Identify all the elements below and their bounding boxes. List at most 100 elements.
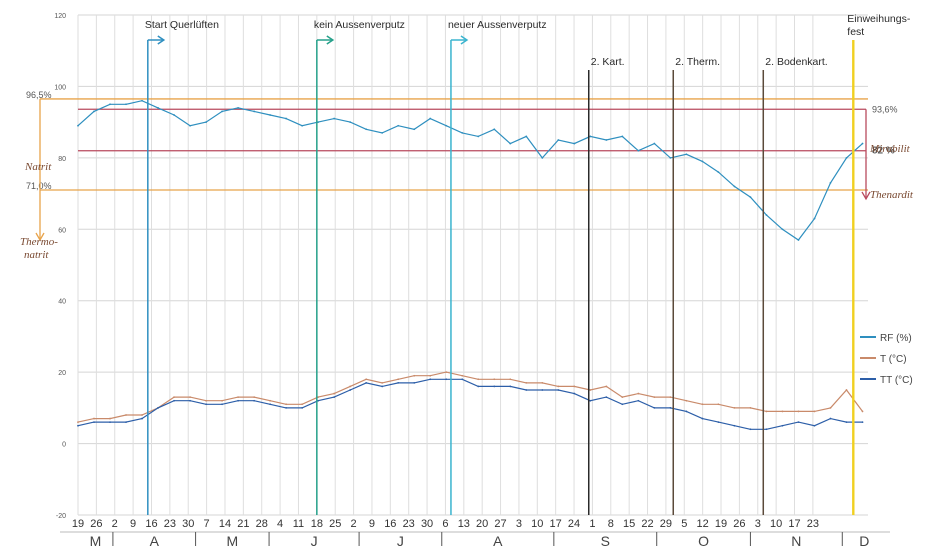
event-label-line2: fest xyxy=(847,26,864,38)
event-label: kein Aussenverputz xyxy=(314,19,405,31)
series-point xyxy=(589,389,592,391)
x-tick-label: 27 xyxy=(494,518,506,530)
series-point xyxy=(717,421,720,424)
series-point xyxy=(397,381,400,384)
label-natrit: Natrit xyxy=(24,161,52,173)
label-mirabilit: Mirabilit xyxy=(869,143,911,155)
month-label: A xyxy=(493,533,503,546)
series-point xyxy=(509,142,512,145)
series-point xyxy=(445,371,448,374)
series-point xyxy=(685,410,688,413)
series-point xyxy=(333,117,336,120)
series-point xyxy=(237,396,239,399)
series-point xyxy=(333,392,336,395)
series-point xyxy=(333,396,336,399)
x-tick-label: 16 xyxy=(145,518,157,530)
y-axis-tick-labels: -20 0 20 40 60 80 100 120 xyxy=(54,13,66,520)
label-thenardit: Thenardit xyxy=(870,189,914,201)
series-point xyxy=(525,135,528,138)
series-point xyxy=(285,406,288,409)
series-point xyxy=(365,378,368,381)
series-point xyxy=(77,124,79,127)
x-tick-label: 14 xyxy=(219,518,231,530)
month-label: M xyxy=(90,533,102,546)
series-point xyxy=(413,128,416,131)
y-tick-label: 120 xyxy=(54,13,66,20)
series-point xyxy=(701,417,704,420)
series-point xyxy=(861,410,864,413)
x-tick-label: 18 xyxy=(311,518,323,530)
series-point xyxy=(301,403,304,406)
x-tick-label: 2 xyxy=(351,518,357,530)
x-tick-label: 24 xyxy=(568,518,580,530)
series-point xyxy=(541,156,544,159)
series-point xyxy=(125,421,127,424)
legend-label: TT (°C) xyxy=(880,375,913,386)
series-point xyxy=(269,399,272,402)
series-point xyxy=(141,417,143,420)
series-point xyxy=(205,403,207,406)
x-tick-label: 16 xyxy=(384,518,396,530)
series-point xyxy=(461,131,464,134)
series-point xyxy=(733,406,736,409)
month-label: S xyxy=(601,533,610,546)
series-point xyxy=(397,124,400,127)
x-tick-label: 25 xyxy=(329,518,341,530)
series-point xyxy=(93,421,95,424)
series-point xyxy=(173,399,175,402)
series-point xyxy=(861,142,864,145)
series-point xyxy=(781,410,784,413)
series-point xyxy=(77,421,79,424)
event-arrowhead xyxy=(326,35,335,45)
x-tick-label: 30 xyxy=(182,518,194,530)
series-point xyxy=(253,399,256,402)
series-point xyxy=(541,389,544,391)
x-tick-label: 21 xyxy=(237,518,249,530)
x-tick-label: 28 xyxy=(256,518,268,530)
series-point xyxy=(381,385,384,388)
series-point xyxy=(301,124,304,127)
event-label: 2. Therm. xyxy=(675,56,720,68)
series-point xyxy=(173,114,175,116)
series-point xyxy=(109,417,111,420)
threshold-label-right: 82 % xyxy=(872,146,895,157)
series-point xyxy=(653,406,656,409)
series-point xyxy=(429,117,432,120)
x-tick-label: 11 xyxy=(293,518,304,530)
series-point xyxy=(733,424,736,427)
series-point xyxy=(317,121,320,124)
x-tick-label: 29 xyxy=(660,518,672,530)
x-tick-label: 2 xyxy=(112,518,118,530)
series-point xyxy=(749,428,752,431)
event-label: 2. Bodenkart. xyxy=(765,56,827,68)
month-label: J xyxy=(397,533,404,546)
y-tick-label: 40 xyxy=(58,299,66,306)
series-point xyxy=(493,128,496,131)
x-tick-label: 26 xyxy=(90,518,102,530)
series-point xyxy=(621,135,624,138)
event-label: Start Querlüften xyxy=(145,19,219,31)
series-point xyxy=(141,99,143,102)
series-lines xyxy=(77,99,864,431)
series-point xyxy=(589,399,592,402)
series-point xyxy=(253,110,256,113)
x-tick-label: 8 xyxy=(608,518,614,530)
month-label: M xyxy=(226,533,238,546)
series-point xyxy=(525,381,528,384)
series-point xyxy=(573,392,576,395)
series-point xyxy=(205,121,207,124)
series-point xyxy=(845,156,848,159)
series-point xyxy=(781,424,784,427)
x-tick-label: 10 xyxy=(531,518,543,530)
series-point xyxy=(557,139,560,141)
series-point xyxy=(477,135,480,138)
x-tick-label: 3 xyxy=(516,518,522,530)
series-point xyxy=(125,103,127,106)
series-point xyxy=(285,117,288,120)
series-point xyxy=(669,406,672,409)
series-point xyxy=(237,399,239,402)
series-point xyxy=(461,374,464,377)
month-label: A xyxy=(150,533,160,546)
